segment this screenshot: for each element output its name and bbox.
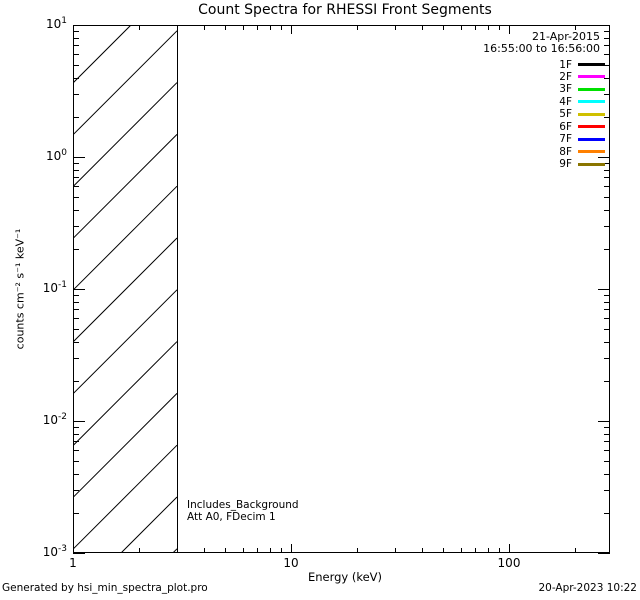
legend-color-line [578, 63, 605, 66]
x-axis-label: Energy (keV) [307, 570, 383, 584]
annotation-background: Includes_Background [187, 499, 299, 511]
legend-date: 21-Apr-2015 [531, 30, 600, 43]
legend-color-line [578, 137, 605, 141]
legend-label: 3F [559, 83, 572, 96]
legend-color-line [578, 100, 605, 104]
legend-color-line [578, 112, 605, 116]
legend-color-line [578, 75, 605, 79]
legend-label: 5F [559, 108, 572, 121]
legend-label: 1F [559, 58, 572, 71]
legend-label: 2F [559, 70, 572, 83]
annotation-block: Includes_Background Att A0, FDecim 1 [187, 499, 299, 523]
legend-color-line [578, 87, 605, 91]
legend-label: 9F [559, 158, 572, 171]
annotation-attenuator: Att A0, FDecim 1 [187, 510, 276, 523]
legend-item: 1F [559, 59, 605, 71]
y-tick-label: 10-1 [42, 280, 67, 295]
x-tick-label: 1 [69, 556, 77, 570]
legend-item: 5F [559, 108, 605, 120]
legend-item: 3F [559, 83, 605, 95]
legend-time-range: 16:55:00 to 16:56:00 [483, 42, 600, 55]
render-timestamp: 20-Apr-2023 10:22 [538, 582, 637, 594]
legend-color-line [578, 125, 605, 129]
legend-label: 4F [559, 95, 572, 108]
hatched-region [73, 25, 178, 553]
x-tick-label: 10 [283, 556, 299, 570]
generated-by-text: Generated by hsi_min_spectra_plot.pro [2, 582, 208, 594]
legend-item: 8F [559, 146, 605, 158]
y-tick-label: 10-2 [42, 412, 67, 427]
legend-item: 7F [559, 133, 605, 145]
x-tick-label: 100 [497, 556, 521, 570]
axes-frame [73, 25, 610, 554]
y-tick-label: 100 [45, 148, 67, 163]
legend-label: 6F [559, 120, 572, 133]
chart-title: Count Spectra for RHESSI Front Segments [198, 2, 492, 18]
legend-item: 9F [559, 158, 605, 170]
legend-color-line [578, 162, 605, 166]
legend-label: 8F [559, 145, 572, 158]
legend-item: 6F [559, 121, 605, 133]
y-tick-label: 101 [45, 16, 67, 31]
legend-label: 7F [559, 133, 572, 146]
legend-item: 4F [559, 96, 605, 108]
legend-color-line [578, 150, 605, 154]
y-tick-label: 10-3 [42, 544, 67, 559]
legend-item: 2F [559, 71, 605, 83]
